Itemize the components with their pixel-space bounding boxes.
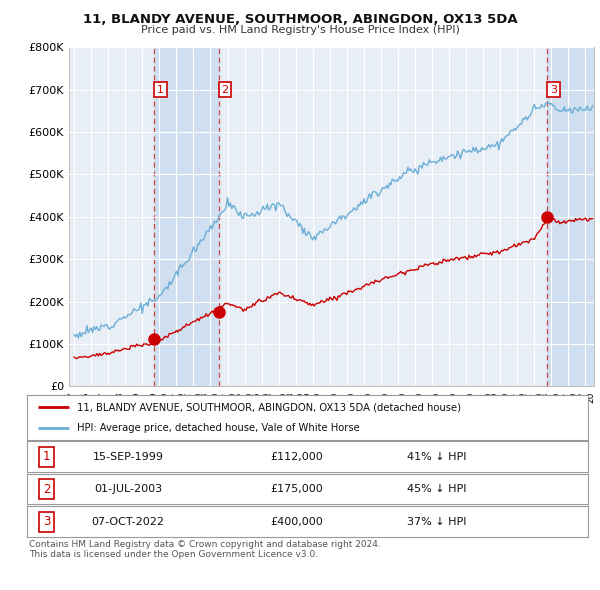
Text: Contains HM Land Registry data © Crown copyright and database right 2024.
This d: Contains HM Land Registry data © Crown c… xyxy=(29,540,380,559)
Text: 15-SEP-1999: 15-SEP-1999 xyxy=(92,452,163,461)
Bar xyxy=(547,47,594,386)
Text: 1: 1 xyxy=(157,84,164,94)
Text: HPI: Average price, detached house, Vale of White Horse: HPI: Average price, detached house, Vale… xyxy=(77,422,360,432)
Text: 2: 2 xyxy=(43,483,50,496)
Text: 01-JUL-2003: 01-JUL-2003 xyxy=(94,484,162,494)
Text: 3: 3 xyxy=(550,84,557,94)
Text: 11, BLANDY AVENUE, SOUTHMOOR, ABINGDON, OX13 5DA (detached house): 11, BLANDY AVENUE, SOUTHMOOR, ABINGDON, … xyxy=(77,402,461,412)
Text: 3: 3 xyxy=(43,515,50,528)
Bar xyxy=(154,47,219,386)
Text: 1: 1 xyxy=(43,450,50,463)
Text: 11, BLANDY AVENUE, SOUTHMOOR, ABINGDON, OX13 5DA: 11, BLANDY AVENUE, SOUTHMOOR, ABINGDON, … xyxy=(83,13,517,26)
Text: 41% ↓ HPI: 41% ↓ HPI xyxy=(407,452,466,461)
Text: £400,000: £400,000 xyxy=(270,517,323,526)
Text: Price paid vs. HM Land Registry's House Price Index (HPI): Price paid vs. HM Land Registry's House … xyxy=(140,25,460,35)
Text: £112,000: £112,000 xyxy=(270,452,323,461)
Text: 07-OCT-2022: 07-OCT-2022 xyxy=(91,517,164,526)
Text: 45% ↓ HPI: 45% ↓ HPI xyxy=(407,484,466,494)
Text: 2: 2 xyxy=(221,84,229,94)
Text: 37% ↓ HPI: 37% ↓ HPI xyxy=(407,517,466,526)
Text: £175,000: £175,000 xyxy=(270,484,323,494)
